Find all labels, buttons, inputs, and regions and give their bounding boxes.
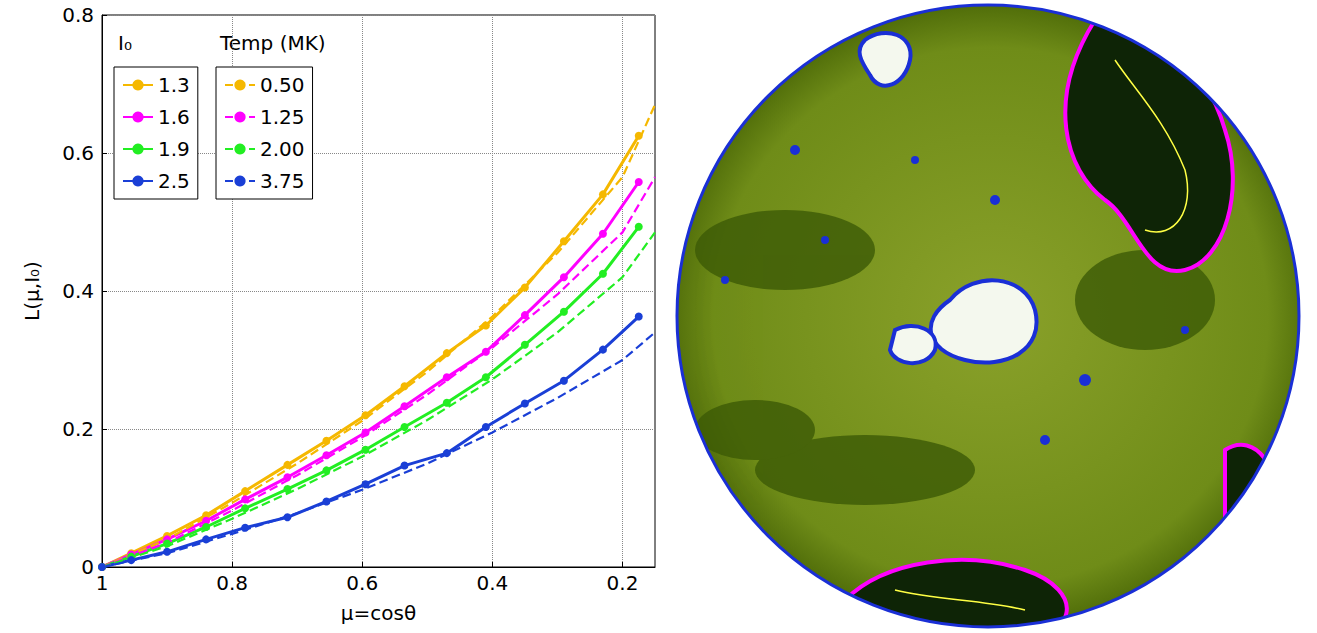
- svg-text:0.50: 0.50: [260, 73, 305, 97]
- svg-text:0.2: 0.2: [62, 417, 94, 441]
- svg-text:1.9: 1.9: [158, 137, 190, 161]
- svg-text:μ=cosθ: μ=cosθ: [341, 601, 416, 625]
- svg-text:1: 1: [96, 571, 109, 595]
- svg-text:3.75: 3.75: [260, 169, 305, 193]
- svg-text:0.8: 0.8: [62, 3, 94, 27]
- svg-text:0.8: 0.8: [216, 571, 248, 595]
- svg-text:I₀: I₀: [118, 31, 132, 55]
- svg-text:Temp (MK): Temp (MK): [219, 31, 326, 55]
- svg-text:L(μ,I₀): L(μ,I₀): [20, 261, 44, 321]
- svg-text:0: 0: [81, 555, 94, 579]
- svg-text:1.25: 1.25: [260, 105, 305, 129]
- svg-text:0.2: 0.2: [607, 571, 639, 595]
- svg-text:1.6: 1.6: [158, 105, 190, 129]
- svg-text:0.6: 0.6: [346, 571, 378, 595]
- svg-text:2.00: 2.00: [260, 137, 305, 161]
- svg-text:0.6: 0.6: [62, 141, 94, 165]
- svg-text:0.4: 0.4: [476, 571, 508, 595]
- svg-text:0.4: 0.4: [62, 279, 94, 303]
- svg-text:2.5: 2.5: [158, 169, 190, 193]
- svg-text:1.3: 1.3: [158, 73, 190, 97]
